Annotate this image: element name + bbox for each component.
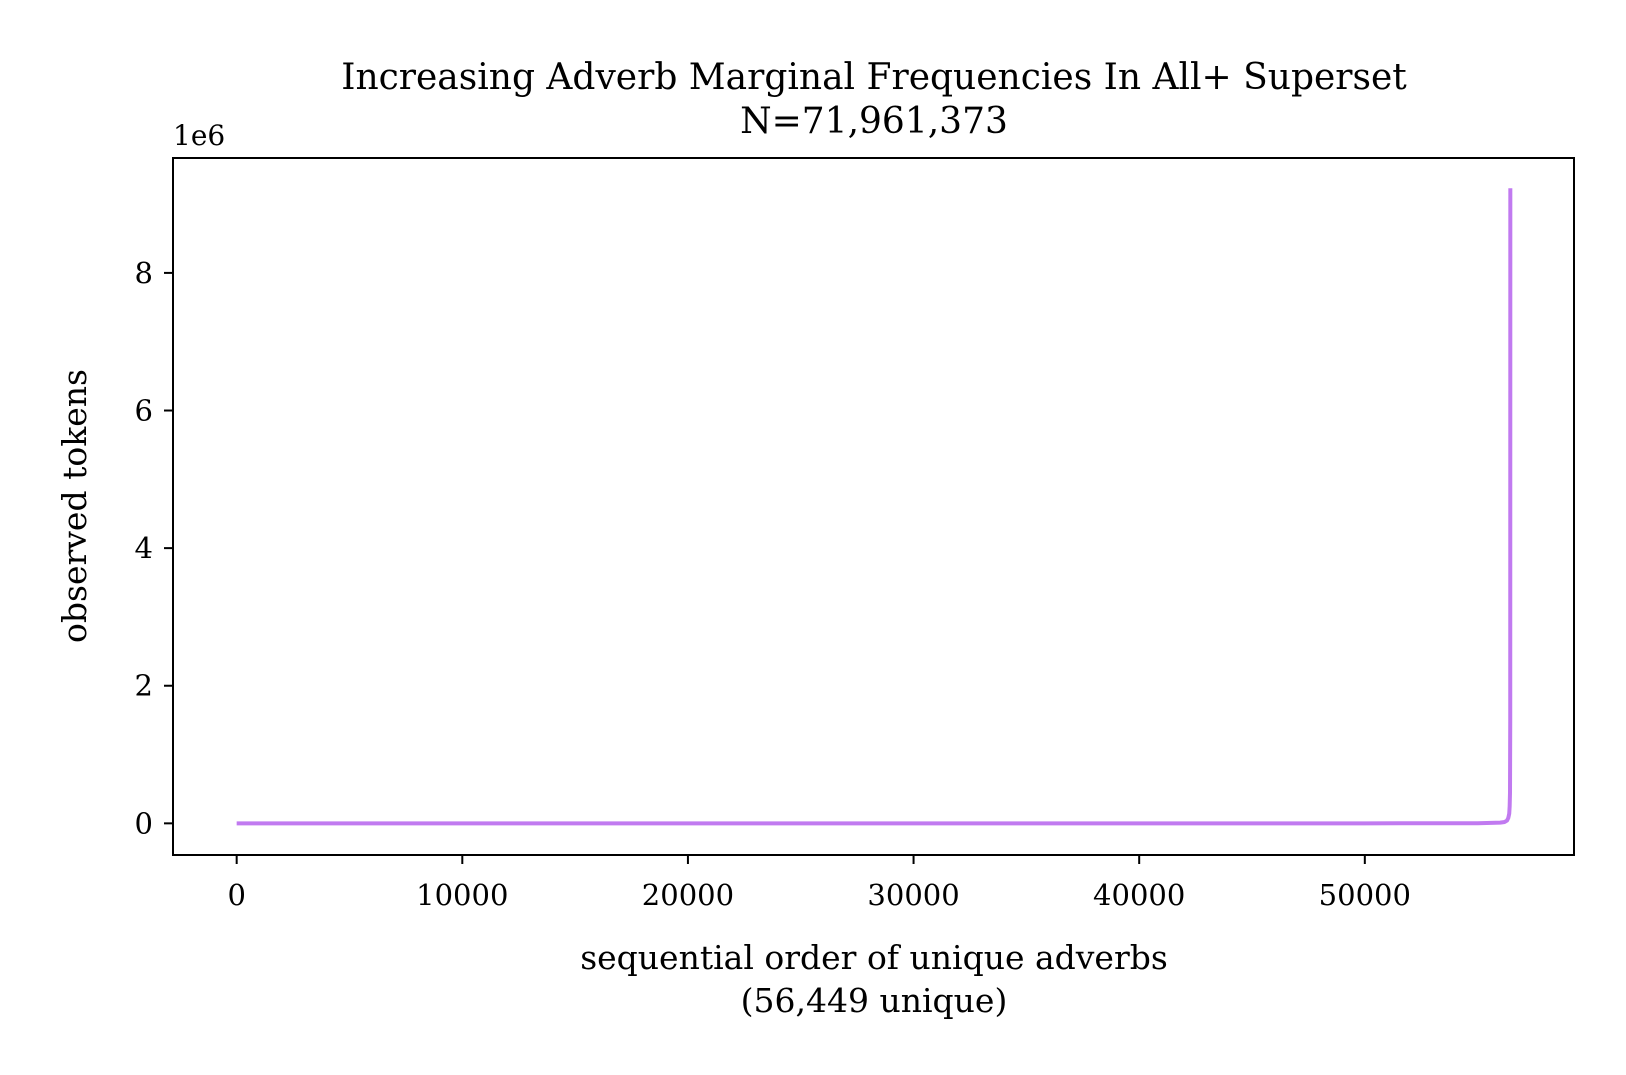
x-axis-label: sequential order of unique adverbs bbox=[580, 938, 1168, 977]
x-tick-label: 10000 bbox=[416, 878, 508, 912]
y-tick-label: 0 bbox=[135, 806, 153, 840]
y-tick-label: 6 bbox=[135, 394, 153, 428]
x-tick-label: 20000 bbox=[642, 878, 734, 912]
plot-area: 0 10000 20000 30000 40000 50000 0 2 4 6 8 bbox=[135, 157, 1575, 912]
x-tick-label: 30000 bbox=[867, 878, 959, 912]
plot-frame bbox=[172, 157, 1575, 856]
y-offset-label: 1e6 bbox=[173, 119, 225, 152]
x-tick-label: 40000 bbox=[1093, 878, 1185, 912]
y-tick-label: 2 bbox=[135, 669, 153, 703]
series-line-0 bbox=[236, 188, 1513, 826]
x-tick-label: 50000 bbox=[1319, 878, 1411, 912]
x-axis-sublabel: (56,449 unique) bbox=[741, 981, 1008, 1020]
chart-title: Increasing Adverb Marginal Frequencies I… bbox=[341, 57, 1407, 98]
y-axis-label: observed tokens bbox=[55, 369, 94, 643]
x-tick-label: 0 bbox=[227, 878, 245, 912]
y-tick-label: 8 bbox=[135, 256, 153, 290]
y-tick-label: 4 bbox=[135, 531, 153, 565]
plot-background bbox=[173, 158, 1574, 855]
chart-subtitle: N=71,961,373 bbox=[740, 101, 1008, 142]
